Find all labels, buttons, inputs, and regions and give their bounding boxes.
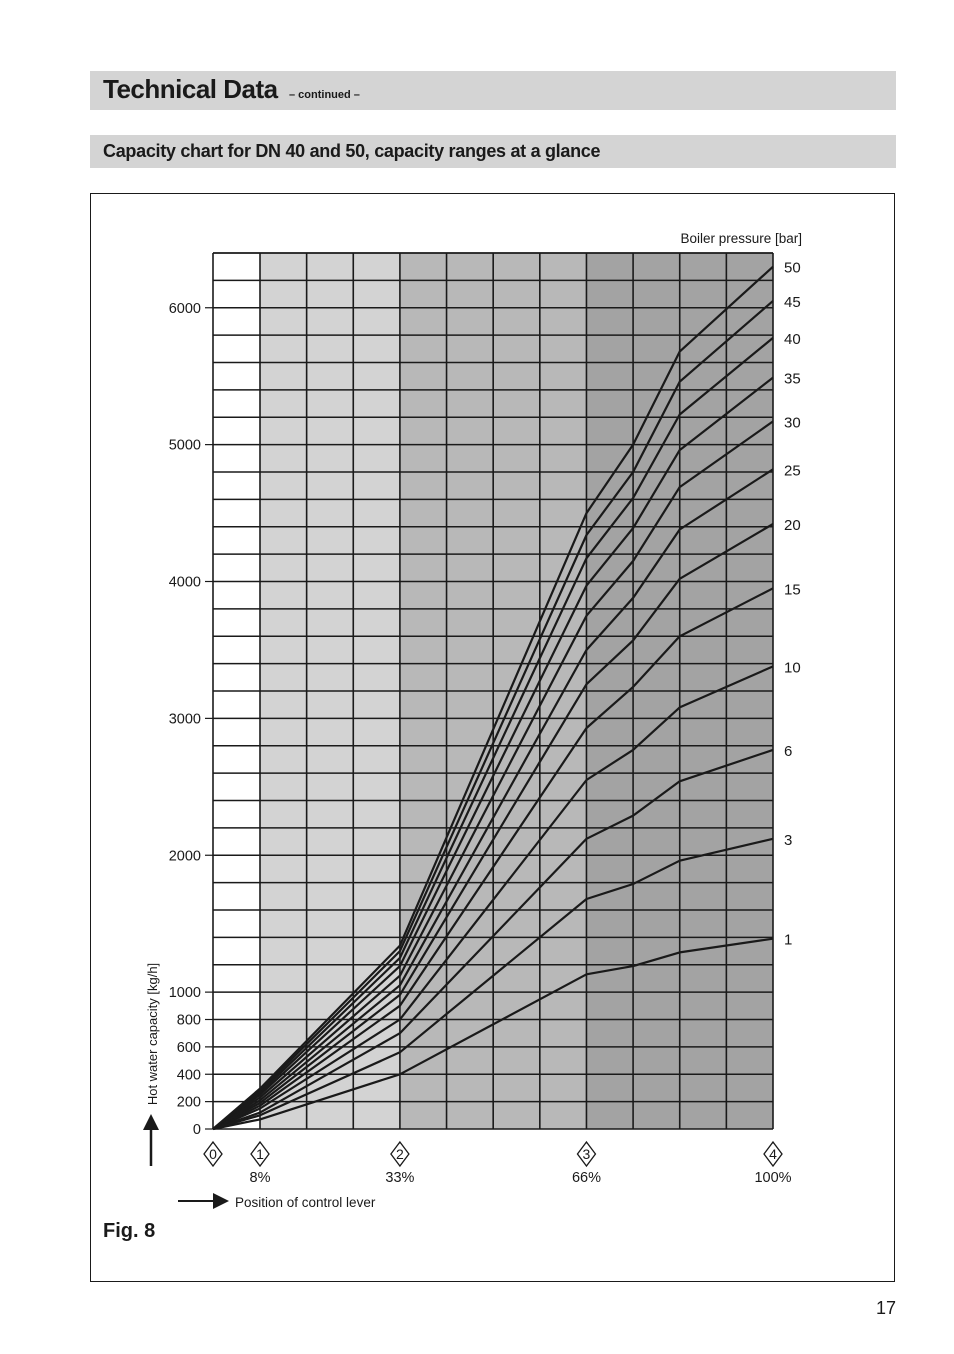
series-label: 45 [784, 294, 801, 311]
page-subtitle: – continued – [289, 89, 360, 101]
series-label: 10 [784, 659, 801, 676]
y-tick-label: 5000 [169, 438, 201, 454]
series-label: 30 [784, 414, 801, 431]
series-line-50 [212, 265, 774, 1130]
x-tick-percent: 100% [754, 1170, 791, 1186]
series-line-1 [212, 937, 774, 1131]
x-axis-label: Position of control lever [235, 1195, 376, 1210]
x-tick-diamond-4 [763, 1140, 783, 1168]
series-line-30 [212, 420, 774, 1130]
series-label: 40 [784, 331, 801, 348]
series-line-10 [212, 665, 774, 1131]
y-axis-arrow-head [143, 1114, 159, 1130]
y-tick-label: 400 [177, 1067, 201, 1083]
series-label: 3 [784, 832, 792, 849]
y-tick-label: 4000 [169, 575, 201, 591]
x-tick-diamond-3 [576, 1140, 597, 1168]
x-tick-diamond-2 [390, 1140, 410, 1168]
x-axis-arrow-head [213, 1193, 229, 1209]
y-tick-label: 2000 [169, 848, 201, 864]
x-tick-label: 3 [583, 1146, 591, 1162]
x-tick-label: 1 [256, 1146, 264, 1162]
series-label: 6 [784, 743, 792, 760]
section-bar [90, 135, 896, 168]
series-line-25 [212, 468, 774, 1130]
figure-label: Fig. 8 [103, 1220, 156, 1242]
y-tick-label: 0 [193, 1122, 201, 1138]
section-title: Capacity chart for DN 40 and 50, capacit… [103, 141, 601, 161]
y-tick-label: 600 [177, 1040, 201, 1056]
x-tick-label: 2 [396, 1146, 404, 1162]
series-line-35 [212, 376, 774, 1130]
series-line-15 [212, 587, 774, 1130]
x-tick-percent: 33% [385, 1170, 414, 1186]
y-axis-label: Hot water capacity [kg/h] [145, 963, 160, 1105]
page-title: Technical Data [103, 74, 278, 104]
page-number: 17 [876, 1298, 897, 1318]
series-label: 35 [784, 371, 801, 388]
series-label: 50 [784, 260, 801, 277]
y-tick-label: 200 [177, 1095, 201, 1111]
x-tick-percent: 66% [572, 1170, 601, 1186]
y-tick-label: 6000 [169, 301, 201, 317]
x-tick-label: 4 [769, 1146, 777, 1162]
y-tick-label: 3000 [169, 711, 201, 727]
x-tick-diamond-0 [203, 1140, 223, 1168]
series-label: 1 [784, 932, 792, 949]
series-label: 15 [784, 581, 801, 598]
series-line-6 [212, 748, 774, 1131]
x-tick-label: 0 [209, 1146, 217, 1162]
figure-frame [90, 193, 895, 1282]
y-tick-label: 1000 [169, 985, 201, 1001]
series-line-3 [212, 837, 774, 1131]
y-tick-label: 800 [177, 1013, 201, 1029]
series-line-40 [212, 337, 774, 1130]
series-label: 20 [784, 517, 801, 534]
legend-title: Boiler pressure [bar] [680, 231, 802, 246]
series-line-45 [212, 300, 774, 1130]
series-label: 25 [784, 462, 801, 479]
header-bar [90, 71, 896, 110]
x-tick-percent: 8% [250, 1170, 271, 1186]
series-line-20 [212, 523, 774, 1130]
x-tick-diamond-1 [250, 1140, 270, 1168]
